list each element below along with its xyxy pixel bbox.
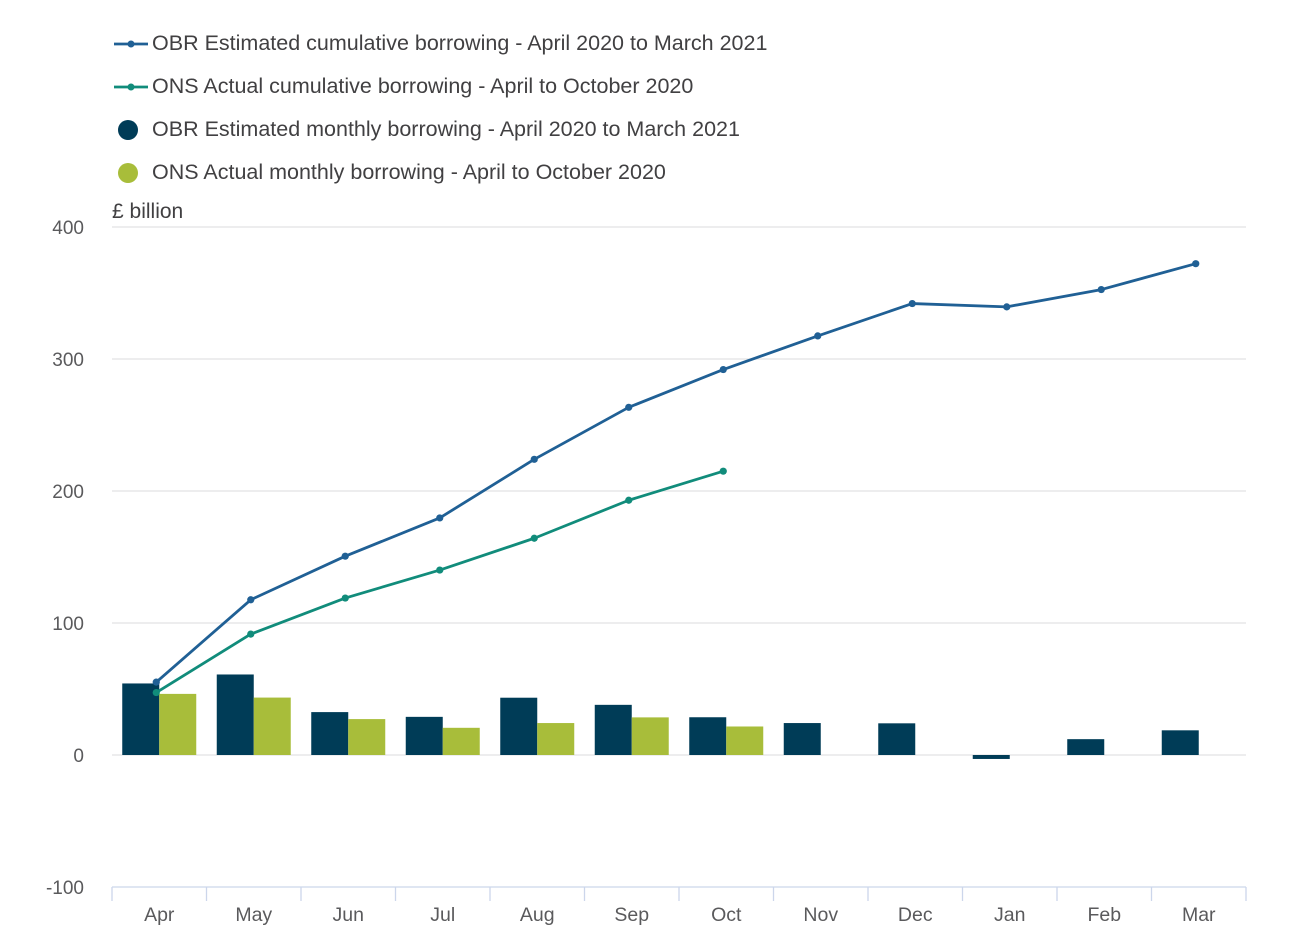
legend-line-marker-icon <box>114 40 148 47</box>
legend-item-obr-cumulative[interactable]: OBR Estimated cumulative borrowing - Apr… <box>112 22 1212 65</box>
y-tick-label: 400 <box>52 218 84 239</box>
legend-label: OBR Estimated monthly borrowing - April … <box>152 117 740 141</box>
x-tick-label: Apr <box>144 904 175 926</box>
legend-line-marker-icon <box>114 83 148 90</box>
bar <box>311 712 349 755</box>
series-line <box>154 262 1198 684</box>
legend-item-obr-monthly[interactable]: OBR Estimated monthly borrowing - April … <box>112 108 1212 151</box>
y-tick-label: 100 <box>52 614 84 635</box>
y-tick-label: -100 <box>46 878 84 899</box>
bar <box>442 727 480 755</box>
line-point <box>1192 260 1200 268</box>
line-point <box>436 514 444 522</box>
line-point <box>152 688 160 697</box>
x-tick-label: May <box>235 904 272 926</box>
x-tick-label: Aug <box>520 904 555 926</box>
x-tick-label: Oct <box>711 904 742 926</box>
x-tick-label: Sep <box>614 904 649 926</box>
bar <box>972 755 1010 759</box>
line-point <box>1003 303 1011 311</box>
line-point <box>436 566 444 574</box>
line-point <box>908 299 916 308</box>
bar <box>783 723 821 755</box>
line-point <box>530 534 538 542</box>
x-tick-label: Jul <box>430 904 455 926</box>
bar <box>122 683 160 755</box>
bar <box>726 726 764 755</box>
legend-label: ONS Actual cumulative borrowing - April … <box>152 74 694 98</box>
legend-item-ons-cumulative[interactable]: ONS Actual cumulative borrowing - April … <box>112 65 1212 108</box>
bar <box>537 723 575 755</box>
x-tick-label: Jun <box>333 904 364 926</box>
bar <box>216 674 254 755</box>
bar <box>1161 730 1199 755</box>
series-line <box>154 469 725 694</box>
bar <box>594 704 632 755</box>
bar <box>1067 739 1105 755</box>
x-tick-label: Jan <box>994 904 1025 926</box>
bar <box>253 697 291 755</box>
line-point <box>152 678 160 686</box>
bar <box>500 697 538 755</box>
line-point <box>719 365 727 374</box>
line-point <box>719 467 727 475</box>
bar <box>405 716 443 755</box>
bar <box>348 719 386 755</box>
bar <box>689 717 727 755</box>
x-tick-label: Feb <box>1087 904 1121 926</box>
y-tick-label: 0 <box>73 746 84 767</box>
line-point <box>530 455 538 463</box>
line-point <box>1097 285 1105 294</box>
line-point <box>341 552 349 560</box>
line-point <box>247 596 255 604</box>
line-point <box>247 630 255 638</box>
line-point <box>814 332 822 340</box>
x-tick-label: Mar <box>1182 904 1216 926</box>
y-tick-label: 200 <box>52 482 84 503</box>
line-point <box>625 496 633 504</box>
chart-legend: OBR Estimated cumulative borrowing - Apr… <box>112 22 1212 194</box>
x-tick-label: Dec <box>898 904 933 926</box>
line-point <box>625 403 633 411</box>
bar <box>878 723 916 755</box>
legend-item-ons-monthly[interactable]: ONS Actual monthly borrowing - April to … <box>112 151 1212 194</box>
x-tick-label: Nov <box>803 904 838 926</box>
legend-label: OBR Estimated cumulative borrowing - Apr… <box>152 31 768 55</box>
legend-circle-marker-icon <box>118 119 138 140</box>
legend-label: ONS Actual monthly borrowing - April to … <box>152 160 666 184</box>
bar <box>159 693 197 755</box>
line-point <box>341 594 349 602</box>
legend-circle-marker-icon <box>118 162 138 183</box>
y-axis-unit-label: £ billion <box>112 200 184 223</box>
y-tick-label: 300 <box>52 350 84 371</box>
bar <box>631 717 669 755</box>
